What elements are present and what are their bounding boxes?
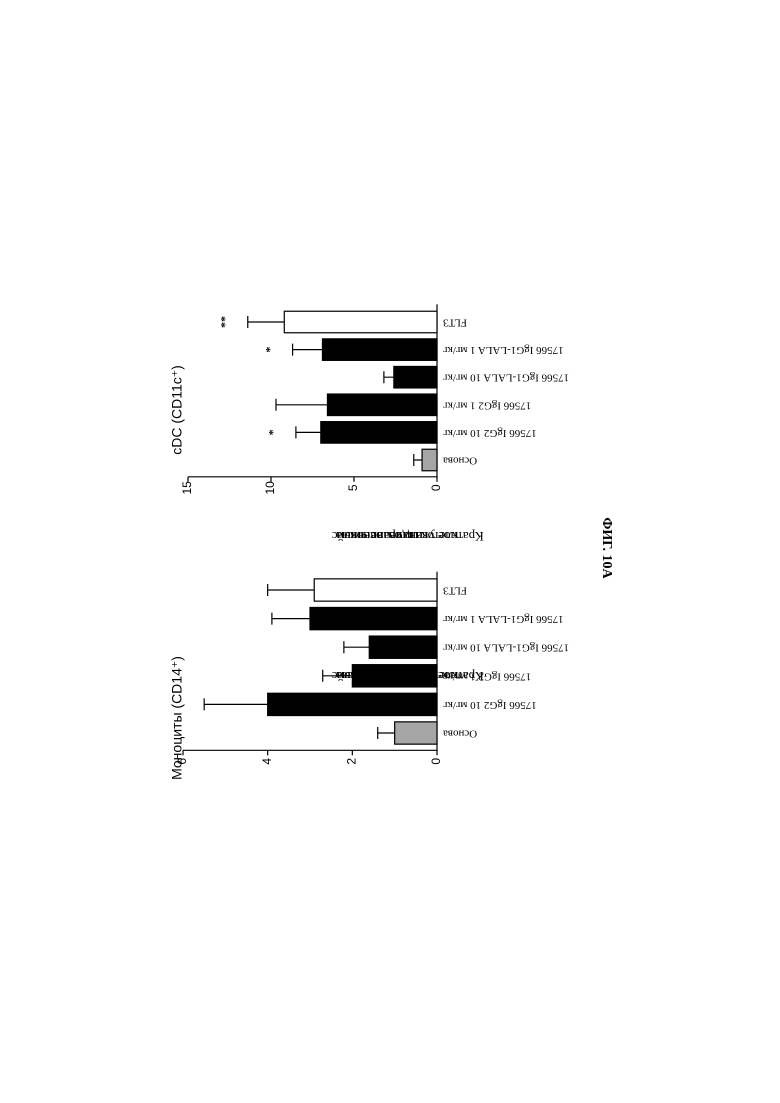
page: ФИГ. 10A 0246Основа17566 IgG2 10 мг/кг17… bbox=[0, 0, 780, 1103]
category-label: 17566 IgG1-LALA 1 мг/кг bbox=[443, 613, 564, 625]
bar bbox=[369, 636, 437, 658]
chart-title: Моноциты (CD14⁺) bbox=[169, 656, 185, 780]
error-bar bbox=[276, 399, 327, 411]
error-bar bbox=[378, 727, 395, 739]
category-label: FLT3 bbox=[443, 584, 468, 596]
category-label: 17566 IgG2 10 мг/кг bbox=[443, 427, 537, 439]
bar bbox=[314, 579, 437, 601]
y-axis-label: индив. основой bbox=[337, 529, 423, 544]
bar bbox=[268, 693, 437, 715]
error-bar bbox=[414, 454, 422, 466]
bar bbox=[310, 607, 437, 629]
error-bar bbox=[268, 584, 315, 596]
error-bar bbox=[344, 641, 369, 653]
category-label: Основа bbox=[443, 454, 477, 466]
category-label: FLT3 bbox=[443, 316, 468, 328]
error-bar bbox=[248, 316, 285, 328]
significance-mark: * bbox=[266, 429, 280, 435]
error-bar bbox=[293, 344, 323, 356]
y-tick-label: 15 bbox=[180, 481, 194, 495]
significance-mark: ** bbox=[218, 316, 232, 328]
significance-mark: * bbox=[262, 347, 276, 353]
y-tick-label: 2 bbox=[345, 758, 359, 765]
y-axis-label: индив. основой bbox=[337, 669, 423, 684]
figure: ФИГ. 10A 0246Основа17566 IgG2 10 мг/кг17… bbox=[0, 0, 780, 1103]
y-tick-label: 0 bbox=[429, 484, 443, 491]
y-tick-label: 5 bbox=[346, 484, 360, 491]
bar bbox=[284, 311, 437, 333]
category-label: 17566 IgG2 10 мг/кг bbox=[443, 699, 537, 711]
error-bar bbox=[384, 371, 394, 383]
bar bbox=[395, 722, 437, 744]
category-label: 17566 IgG2 1 мг/кг bbox=[443, 399, 532, 411]
bar bbox=[321, 422, 437, 444]
error-bar bbox=[272, 613, 310, 625]
error-bar bbox=[204, 698, 267, 710]
bar bbox=[322, 339, 437, 361]
bar bbox=[394, 366, 437, 388]
category-label: 17566 IgG1-LALA 10 мг/кг bbox=[443, 372, 570, 384]
chart-title: cDC (CD11c⁺) bbox=[169, 365, 185, 455]
y-tick-label: 10 bbox=[263, 481, 277, 495]
y-tick-label: 0 bbox=[429, 758, 443, 765]
bar bbox=[422, 449, 437, 471]
category-label: Основа bbox=[443, 727, 477, 739]
category-label: 17566 IgG1-LALA 10 мг/кг bbox=[443, 642, 570, 654]
figure-label: ФИГ. 10A bbox=[599, 517, 614, 579]
bar bbox=[327, 394, 437, 416]
y-tick-label: 4 bbox=[260, 758, 274, 765]
category-label: 17566 IgG1-LALA 1 мг/кг bbox=[443, 344, 564, 356]
error-bar bbox=[296, 426, 321, 438]
